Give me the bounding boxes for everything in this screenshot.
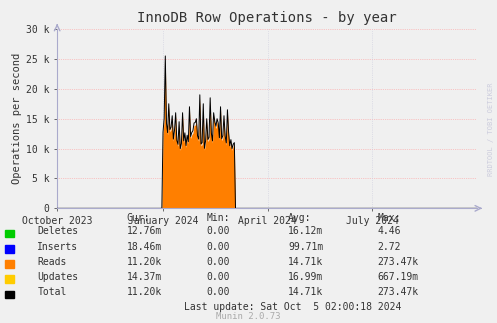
Text: Avg:: Avg: <box>288 213 312 223</box>
Text: Inserts: Inserts <box>37 242 79 252</box>
Text: 12.76m: 12.76m <box>127 226 162 236</box>
Text: 18.46m: 18.46m <box>127 242 162 252</box>
Text: 273.47k: 273.47k <box>378 257 419 267</box>
Text: 14.71k: 14.71k <box>288 257 324 267</box>
Text: 16.99m: 16.99m <box>288 272 324 282</box>
Text: Total: Total <box>37 287 67 297</box>
Text: Last update: Sat Oct  5 02:00:18 2024: Last update: Sat Oct 5 02:00:18 2024 <box>184 302 401 312</box>
Text: 11.20k: 11.20k <box>127 257 162 267</box>
Y-axis label: Operations per second: Operations per second <box>12 53 22 184</box>
Text: 0.00: 0.00 <box>206 272 230 282</box>
Text: 14.37m: 14.37m <box>127 272 162 282</box>
Text: Cur:: Cur: <box>127 213 150 223</box>
Text: 0.00: 0.00 <box>206 242 230 252</box>
Text: 11.20k: 11.20k <box>127 287 162 297</box>
Text: Deletes: Deletes <box>37 226 79 236</box>
Text: 0.00: 0.00 <box>206 287 230 297</box>
Text: RRDTOOL / TOBI OETIKER: RRDTOOL / TOBI OETIKER <box>488 82 494 176</box>
Text: Munin 2.0.73: Munin 2.0.73 <box>216 312 281 321</box>
Text: Min:: Min: <box>206 213 230 223</box>
Text: 0.00: 0.00 <box>206 226 230 236</box>
Title: InnoDB Row Operations - by year: InnoDB Row Operations - by year <box>137 11 397 25</box>
Text: 99.71m: 99.71m <box>288 242 324 252</box>
Text: 4.46: 4.46 <box>378 226 401 236</box>
Text: Reads: Reads <box>37 257 67 267</box>
Text: Updates: Updates <box>37 272 79 282</box>
Text: 14.71k: 14.71k <box>288 287 324 297</box>
Text: 667.19m: 667.19m <box>378 272 419 282</box>
Text: 0.00: 0.00 <box>206 257 230 267</box>
Text: 2.72: 2.72 <box>378 242 401 252</box>
Text: 16.12m: 16.12m <box>288 226 324 236</box>
Text: 273.47k: 273.47k <box>378 287 419 297</box>
Text: Max:: Max: <box>378 213 401 223</box>
